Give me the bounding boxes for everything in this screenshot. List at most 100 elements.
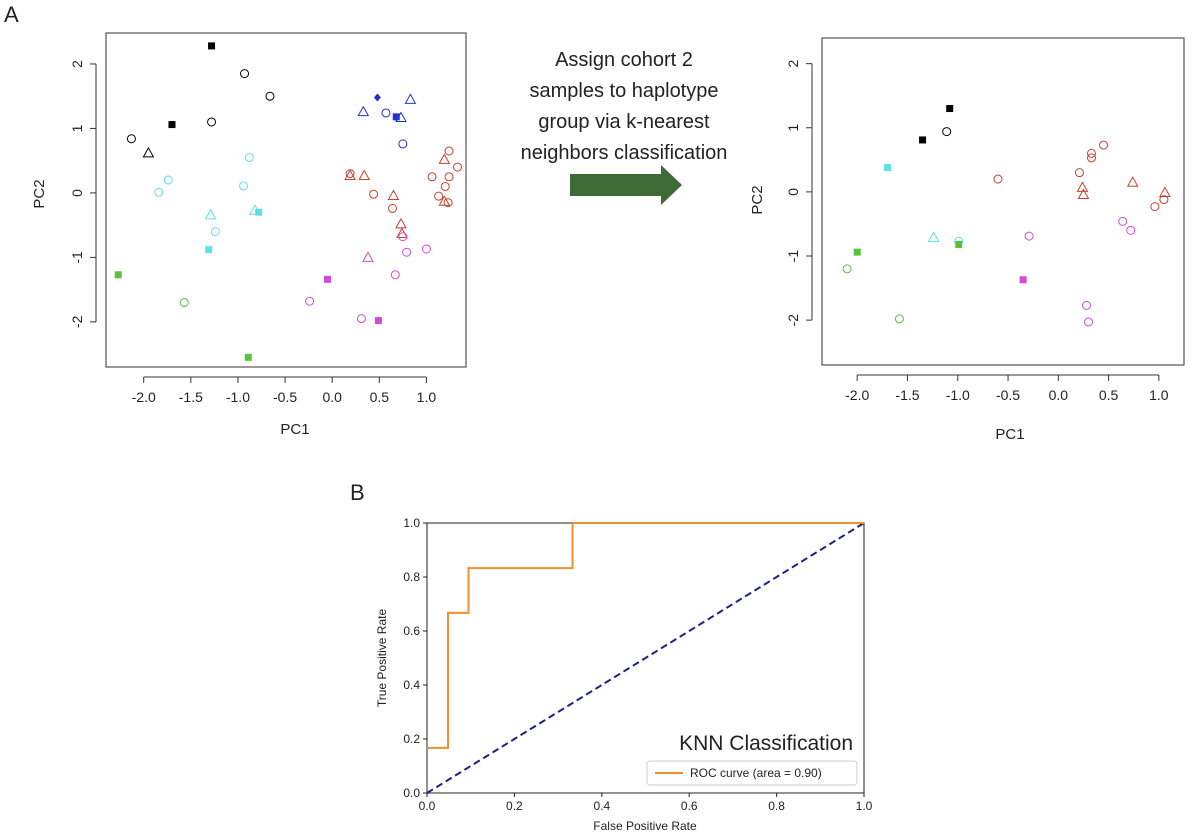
blue-circle-point xyxy=(381,108,391,118)
panel-label-a: A xyxy=(4,2,19,27)
x-tick-label: 0.2 xyxy=(506,799,523,813)
magenta-circle-point xyxy=(421,244,431,254)
x-axis-title: False Positive Rate xyxy=(593,819,697,833)
magenta-circle-point xyxy=(398,232,408,242)
x-tick-label: 0.4 xyxy=(593,799,610,813)
roc-curve-line xyxy=(427,522,864,749)
y-tick-label: 1 xyxy=(785,124,801,132)
cyan-triangle-point xyxy=(204,208,217,220)
red-circle-point xyxy=(1150,202,1160,212)
x-tick-label: 0.8 xyxy=(768,799,785,813)
green-circle-point xyxy=(179,298,189,308)
x-tick-label: -1.5 xyxy=(895,387,919,403)
magenta-circle-point xyxy=(356,314,366,324)
red-triangle-point xyxy=(387,189,400,200)
y-tick-label: 0.2 xyxy=(403,732,420,746)
plot-frame xyxy=(821,37,1185,366)
red-triangle-point xyxy=(395,217,407,229)
y-tick-label: -2 xyxy=(69,315,85,328)
blue-triangle-point xyxy=(395,111,407,122)
cyan-circle-point xyxy=(154,187,164,197)
green-square-point xyxy=(114,271,122,279)
cyan-circle-point xyxy=(163,175,173,185)
red-circle-point xyxy=(453,162,463,172)
y-tick-label: 1 xyxy=(69,124,85,132)
cyan-circle-point xyxy=(239,181,249,191)
black-square-point xyxy=(946,105,954,113)
blue-square-point xyxy=(392,113,400,121)
y-tick-label: -2 xyxy=(785,314,801,327)
y-axis: 0.0 0.2 0.4 0.6 0.8 1.0 xyxy=(403,516,427,800)
y-tick-label: 0.6 xyxy=(403,624,420,638)
y-tick-label: 0 xyxy=(785,188,801,196)
y-axis: -2 -1 0 1 2 xyxy=(69,60,97,328)
x-axis: -2.0 -1.5 -1.0 -0.5 0.0 0.5 1.0 xyxy=(845,374,1169,403)
y-tick-label: -1 xyxy=(69,251,85,264)
roc-plot: 0.0 0.2 0.4 0.6 0.8 1.0 0.0 0.2 0.4 0.6 0.8 1.0 Fa… xyxy=(375,516,873,833)
red-circle-point xyxy=(444,172,454,182)
red-circle-point xyxy=(1086,153,1096,163)
black-circle-point xyxy=(126,134,136,144)
magenta-square-point xyxy=(323,275,331,283)
x-tick-label: -0.5 xyxy=(273,389,297,405)
x-tick-label: -2.0 xyxy=(845,387,869,403)
x-tick-label: 1.0 xyxy=(856,799,873,813)
y-tick-label: -1 xyxy=(785,250,801,263)
magenta-circle-point xyxy=(390,270,400,280)
red-circle-point xyxy=(1159,195,1169,205)
x-tick-label: -1.0 xyxy=(226,389,250,405)
red-triangle-point xyxy=(438,195,451,206)
arrow-caption-line-1: Assign cohort 2 xyxy=(555,49,693,71)
black-circle-point xyxy=(942,127,952,137)
blue-triangle-point xyxy=(404,93,417,104)
cyan-triangle-point xyxy=(927,231,940,242)
magenta-circle-point xyxy=(305,296,315,306)
legend-label: ROC curve (area = 0.90) xyxy=(690,766,822,780)
pca-plot-cohort2: -2.0 -1.5 -1.0 -0.5 0.0 0.5 1.0 -2 -1 0 1 2 PC1 PC… xyxy=(749,37,1185,443)
red-circle-point xyxy=(443,198,453,208)
red-triangle-point xyxy=(358,169,371,180)
arrow-caption-line-3: group via k-nearest xyxy=(538,111,710,133)
x-axis-title: PC1 xyxy=(995,426,1024,443)
x-tick-label: -2.0 xyxy=(132,389,156,405)
y-tick-label: 2 xyxy=(69,60,85,68)
y-axis: -2 -1 0 1 2 xyxy=(785,60,813,327)
green-circle-point xyxy=(894,314,904,324)
x-tick-label: 1.0 xyxy=(417,389,437,405)
x-tick-label: 0.0 xyxy=(419,799,436,813)
panel-label-b: B xyxy=(350,480,365,505)
green-square-point xyxy=(955,240,963,248)
legend-box xyxy=(646,760,858,786)
magenta-triangle-point xyxy=(362,251,374,262)
magenta-circle-point xyxy=(1081,300,1091,310)
magenta-circle-point xyxy=(1126,225,1136,235)
plot-frame xyxy=(105,32,467,368)
magenta-circle-point xyxy=(402,247,412,257)
red-triangle-point xyxy=(1076,181,1089,192)
series xyxy=(426,522,865,794)
red-circle-point xyxy=(387,203,397,213)
legend: ROC curve (area = 0.90) xyxy=(646,760,858,786)
chart-title: KNN Classification xyxy=(679,732,853,755)
right-arrow-icon xyxy=(570,165,682,205)
arrow-caption-line-2: samples to haplotype xyxy=(529,80,718,102)
x-tick-label: 0.0 xyxy=(1049,387,1069,403)
y-axis-title: PC2 xyxy=(749,185,766,214)
x-tick-label: 0.5 xyxy=(370,389,390,405)
red-circle-point xyxy=(1086,148,1096,158)
y-axis-title: True Positive Rate xyxy=(375,609,389,708)
red-circle-point xyxy=(369,189,379,199)
red-circle-point xyxy=(427,172,437,182)
y-tick-label: 2 xyxy=(785,60,801,68)
points xyxy=(114,42,463,361)
pca-plot-cohort1: -2.0 -1.5 -1.0 -0.5 0.0 0.5 1.0 -2 -1 0 1 2 PC1 PC… xyxy=(31,32,467,438)
black-square-point xyxy=(919,136,927,144)
x-tick-label: 0.6 xyxy=(681,799,698,813)
black-circle-point xyxy=(207,117,217,127)
arrow-caption-line-4: neighbors classification xyxy=(521,142,728,164)
y-tick-label: 0 xyxy=(69,189,85,197)
x-axis: 0.0 0.2 0.4 0.6 0.8 1.0 xyxy=(419,793,873,813)
black-circle-point xyxy=(265,91,275,101)
x-axis: -2.0 -1.5 -1.0 -0.5 0.0 0.5 1.0 xyxy=(132,376,437,405)
